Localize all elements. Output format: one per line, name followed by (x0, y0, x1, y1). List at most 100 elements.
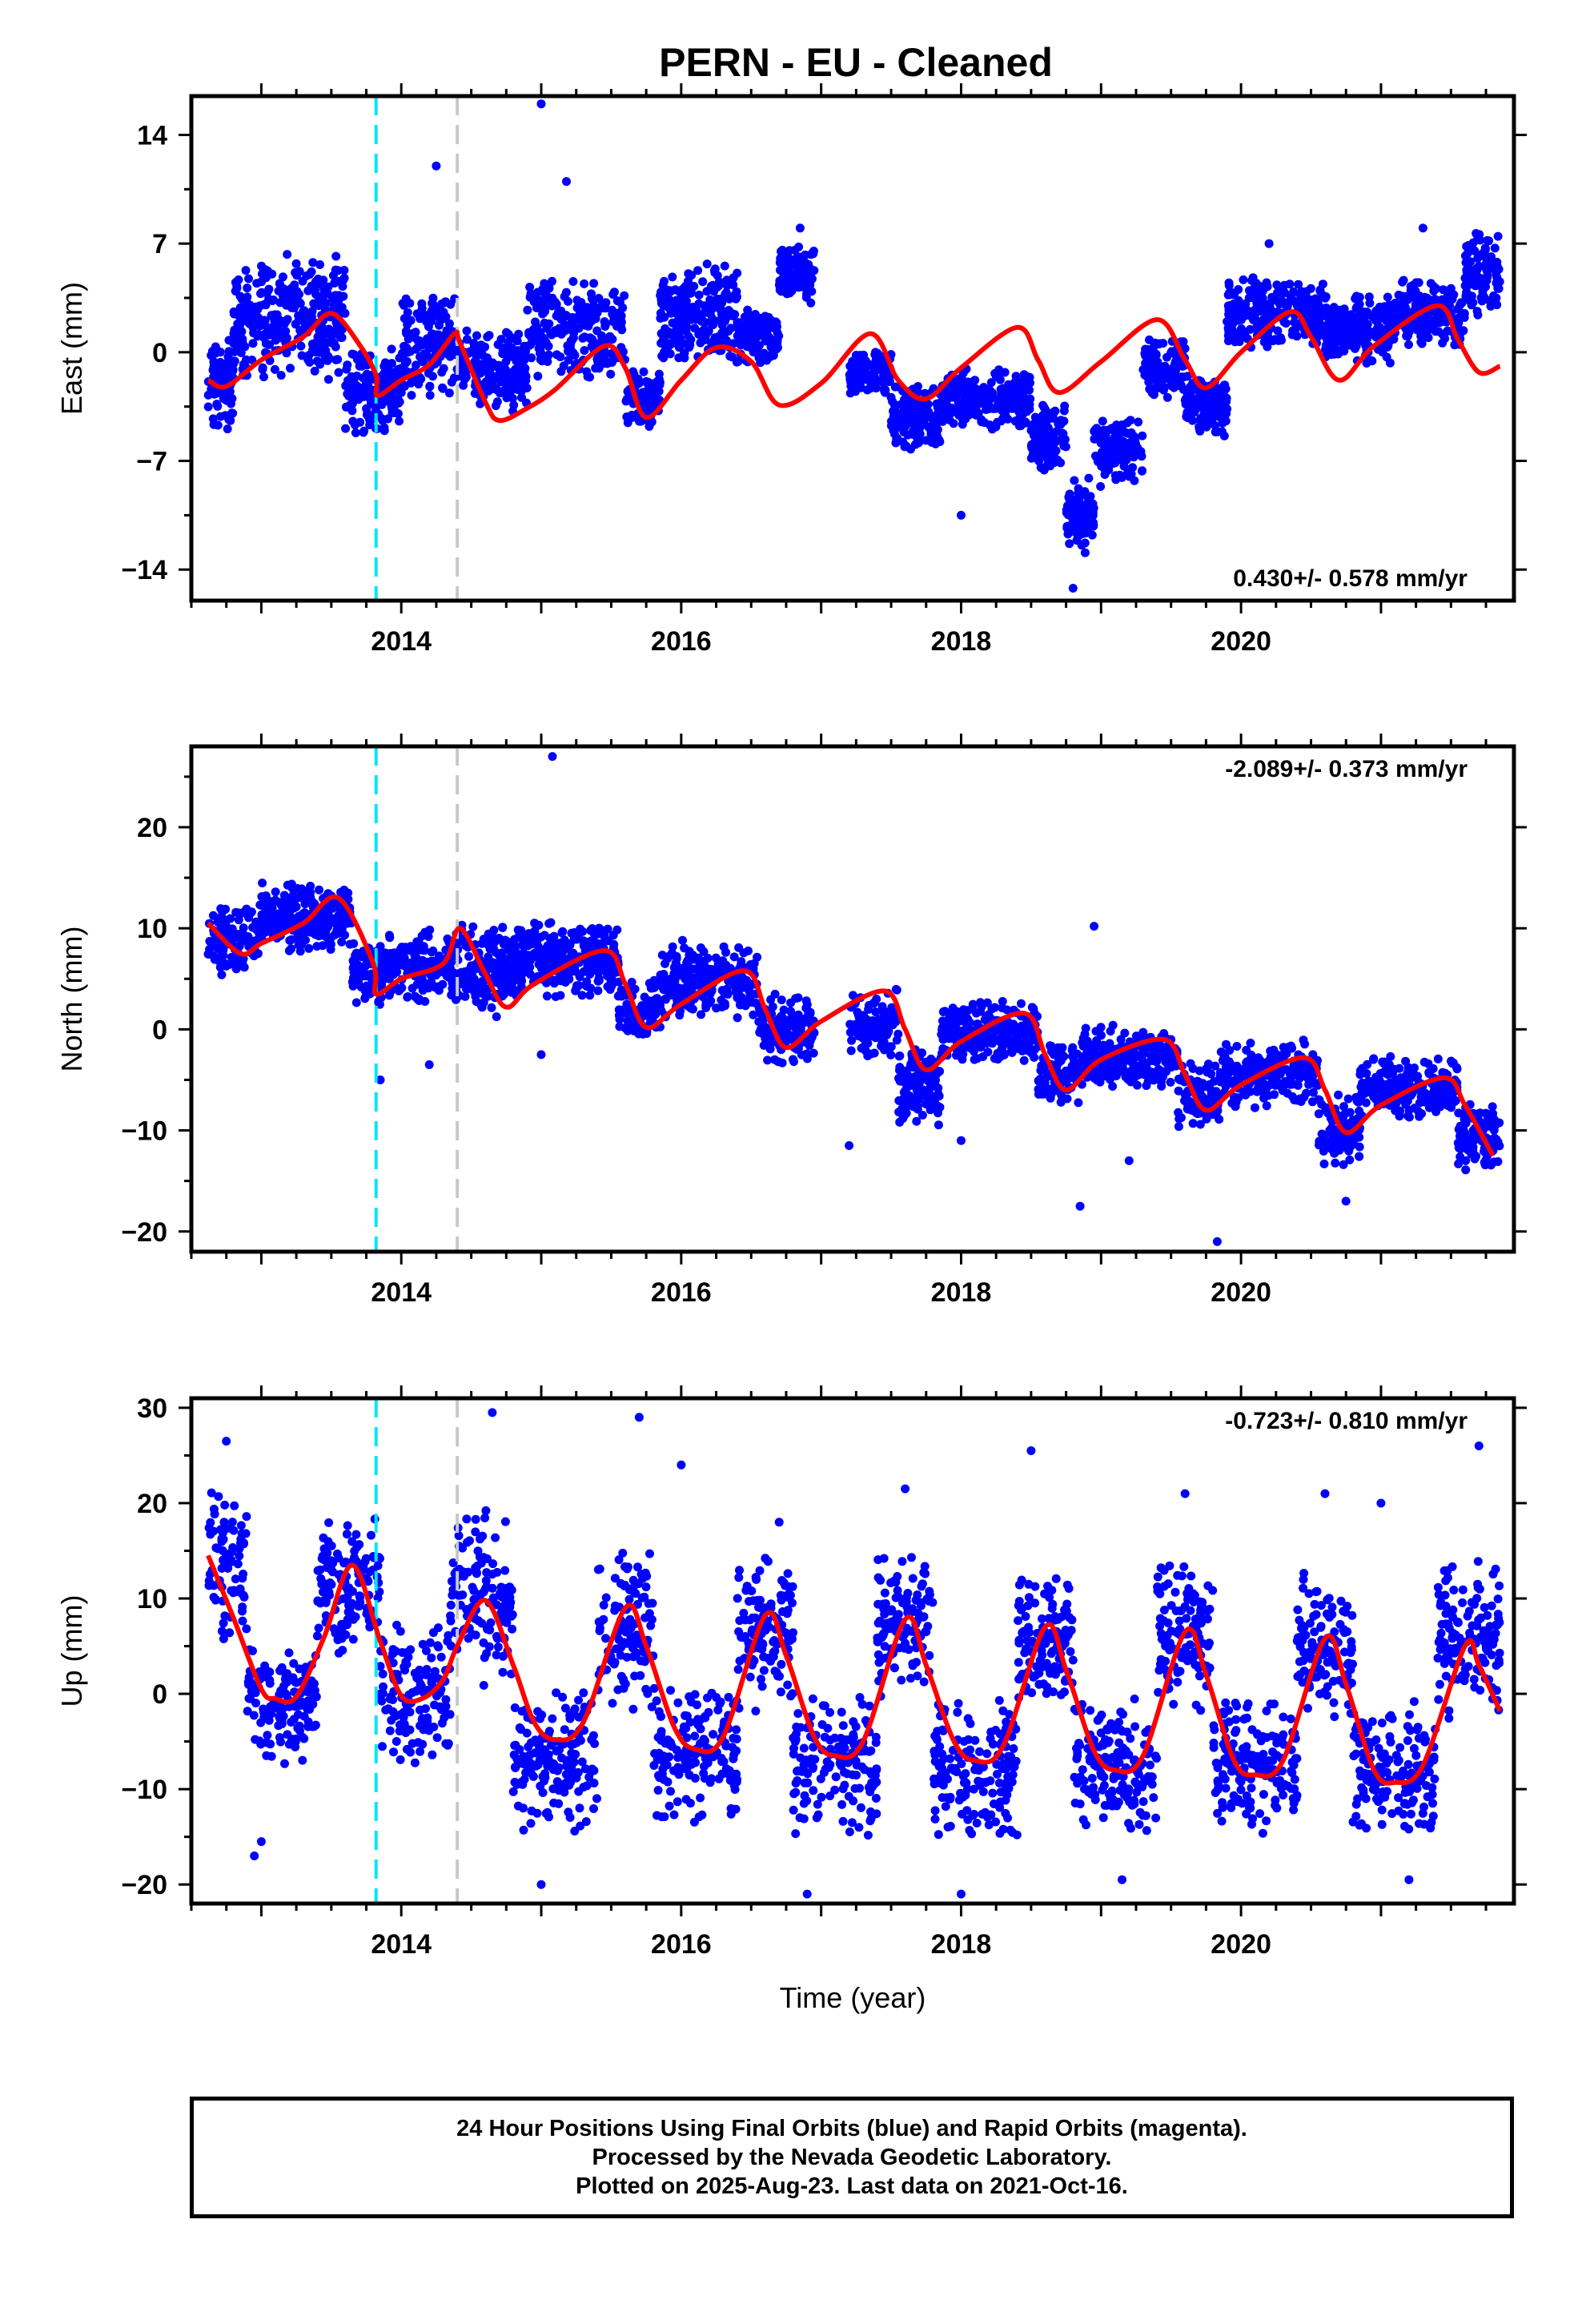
east-data-point (665, 340, 674, 350)
east-data-point (1228, 319, 1238, 328)
east-data-point (1142, 361, 1151, 371)
east-data-point (1089, 520, 1098, 529)
north-data-point (569, 935, 579, 944)
north-data-point (239, 907, 249, 916)
east-data-point (1182, 412, 1191, 421)
east-data-point (909, 398, 919, 408)
east-data-point (1101, 439, 1110, 448)
east-data-point (1191, 396, 1201, 406)
east-data-point (486, 362, 496, 372)
north-data-point (537, 957, 546, 967)
east-data-point (1352, 302, 1362, 312)
east-data-point (1333, 316, 1343, 325)
north-data-point (524, 951, 533, 960)
east-data-point (693, 266, 703, 275)
east-data-point (1243, 306, 1252, 316)
east-data-point (806, 264, 816, 274)
east-data-point (1224, 327, 1234, 336)
east-data-point (881, 385, 890, 395)
north-data-point (433, 982, 443, 991)
east-data-point (772, 344, 781, 354)
north-data-point (262, 909, 271, 919)
east-data-point (323, 375, 333, 384)
north-data-point (213, 917, 223, 927)
east-data-point (1320, 293, 1330, 303)
north-data-point (468, 922, 478, 931)
east-data-point (271, 320, 281, 329)
north-data-point (498, 923, 508, 932)
east-data-point (1415, 292, 1424, 300)
east-data-point (245, 306, 254, 316)
east-data-point (517, 392, 526, 402)
north-data-point (221, 915, 231, 925)
north-data-point (227, 924, 237, 934)
east-data-point (655, 377, 665, 387)
east-data-point (1464, 276, 1474, 286)
north-data-points (203, 752, 1504, 1246)
north-data-point (678, 935, 687, 945)
north-data-point (383, 964, 392, 974)
north-data-point (544, 919, 554, 928)
east-data-point (1004, 380, 1014, 389)
east-data-point (722, 336, 731, 345)
east-data-point (533, 372, 543, 381)
north-data-point (215, 957, 225, 967)
east-data-point (480, 342, 490, 352)
east-data-point (211, 344, 221, 354)
east-data-point (275, 298, 285, 308)
east-data-point (1352, 333, 1362, 342)
east-data-point (412, 344, 421, 354)
east-data-point (540, 295, 549, 304)
north-data-point (271, 887, 280, 897)
north-data-point (579, 936, 588, 946)
east-data-point (609, 287, 619, 297)
east-data-point (1460, 251, 1470, 260)
east-data-point (1074, 484, 1083, 493)
east-data-point (1224, 278, 1234, 287)
north-data-point (737, 957, 746, 967)
east-data-point (229, 339, 239, 348)
north-data-point (375, 942, 385, 951)
east-data-point (660, 312, 669, 322)
north-data-point (499, 938, 508, 947)
east-data-point (1160, 374, 1170, 384)
east-data-point (403, 316, 412, 326)
east-frame (189, 94, 1516, 603)
east-data-point (1015, 414, 1025, 424)
east-data-point (1292, 332, 1302, 341)
east-outlier-point (1418, 223, 1427, 233)
east-data-points (203, 99, 1504, 593)
north-data-point (492, 1012, 501, 1022)
east-data-point (1217, 410, 1227, 420)
north-data-point (489, 926, 499, 935)
east-data-point (440, 298, 449, 308)
east-data-point (582, 303, 592, 312)
east-data-point (889, 423, 899, 432)
east-data-point (1443, 290, 1452, 300)
north-data-point (412, 953, 421, 963)
east-data-point (962, 387, 971, 396)
east-data-point (859, 356, 869, 366)
east-data-point (319, 285, 329, 295)
north-data-point (404, 963, 414, 973)
east-data-point (242, 316, 251, 326)
east-data-point (913, 425, 922, 434)
north-data-point (535, 947, 544, 957)
east-data-point (885, 376, 894, 386)
north-data-point (295, 947, 305, 956)
north-data-point (416, 975, 425, 984)
east-data-point (1074, 497, 1084, 506)
north-data-point (620, 1007, 630, 1017)
east-data-point (1404, 340, 1413, 349)
north-data-point (348, 981, 358, 991)
east-data-point (1162, 392, 1172, 402)
east-data-point (1082, 528, 1091, 537)
east-data-point (1085, 493, 1094, 501)
east-data-point (339, 266, 349, 275)
east-data-point (927, 437, 937, 447)
north-data-point (362, 981, 371, 991)
east-data-point (1080, 548, 1090, 557)
east-data-point (379, 396, 389, 406)
east-data-point (889, 429, 899, 439)
east-data-point (347, 390, 356, 400)
